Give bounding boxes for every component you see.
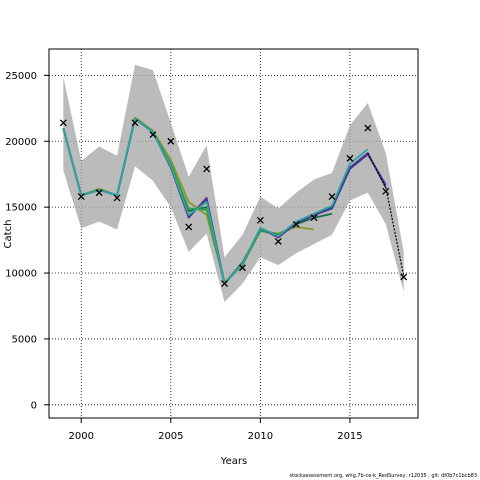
grid-lines	[49, 49, 418, 418]
confidence-band	[63, 64, 404, 302]
observed-point-1	[77, 193, 85, 201]
y-axis-label: Catch	[3, 220, 14, 249]
observed-point-3	[113, 194, 121, 202]
observed-point-11	[256, 216, 264, 224]
observed-point-19	[400, 273, 408, 281]
y-tick-label-5: 25000	[5, 71, 37, 82]
observed-point-12	[274, 237, 282, 245]
series-line-5	[62, 117, 369, 285]
observed-points-layer	[59, 119, 408, 288]
observed-point-0	[59, 119, 67, 127]
x-tick-label-0: 2000	[69, 431, 94, 442]
observed-point-16	[346, 154, 354, 162]
observed-point-8	[203, 165, 211, 173]
confidence-band-layer	[63, 64, 404, 302]
observed-point-4	[131, 119, 139, 127]
x-tick-label-2: 2010	[248, 431, 273, 442]
observed-point-18	[382, 187, 390, 195]
x-tick-label-3: 2015	[337, 431, 362, 442]
series-line-6	[367, 152, 405, 276]
x-axis-label: Years	[220, 456, 247, 467]
axes-layer: 2000 2005 2010 2015 0 5000 10000 15000 20000 2500…	[5, 48, 419, 442]
observed-point-5	[149, 131, 157, 139]
observed-point-15	[328, 193, 336, 201]
y-tick-label-1: 5000	[12, 334, 37, 345]
plot-frame	[48, 48, 419, 419]
observed-point-14	[310, 214, 318, 222]
y-tick-label-4: 20000	[5, 137, 37, 148]
observed-point-9	[221, 280, 229, 288]
y-tick-label-0: 0	[31, 400, 37, 411]
x-tick-label-1: 2005	[158, 431, 183, 442]
observed-point-10	[238, 264, 246, 272]
y-tick-label-2: 10000	[5, 269, 37, 280]
observed-point-7	[185, 223, 193, 231]
y-tick-label-3: 15000	[5, 203, 37, 214]
footer-credit: stockassessment.org, whg.7b-ce-k_RedSurv…	[289, 473, 477, 479]
observed-point-17	[364, 124, 372, 132]
observed-point-2	[95, 189, 103, 197]
observed-point-13	[292, 220, 300, 228]
observed-point-6	[167, 137, 175, 145]
